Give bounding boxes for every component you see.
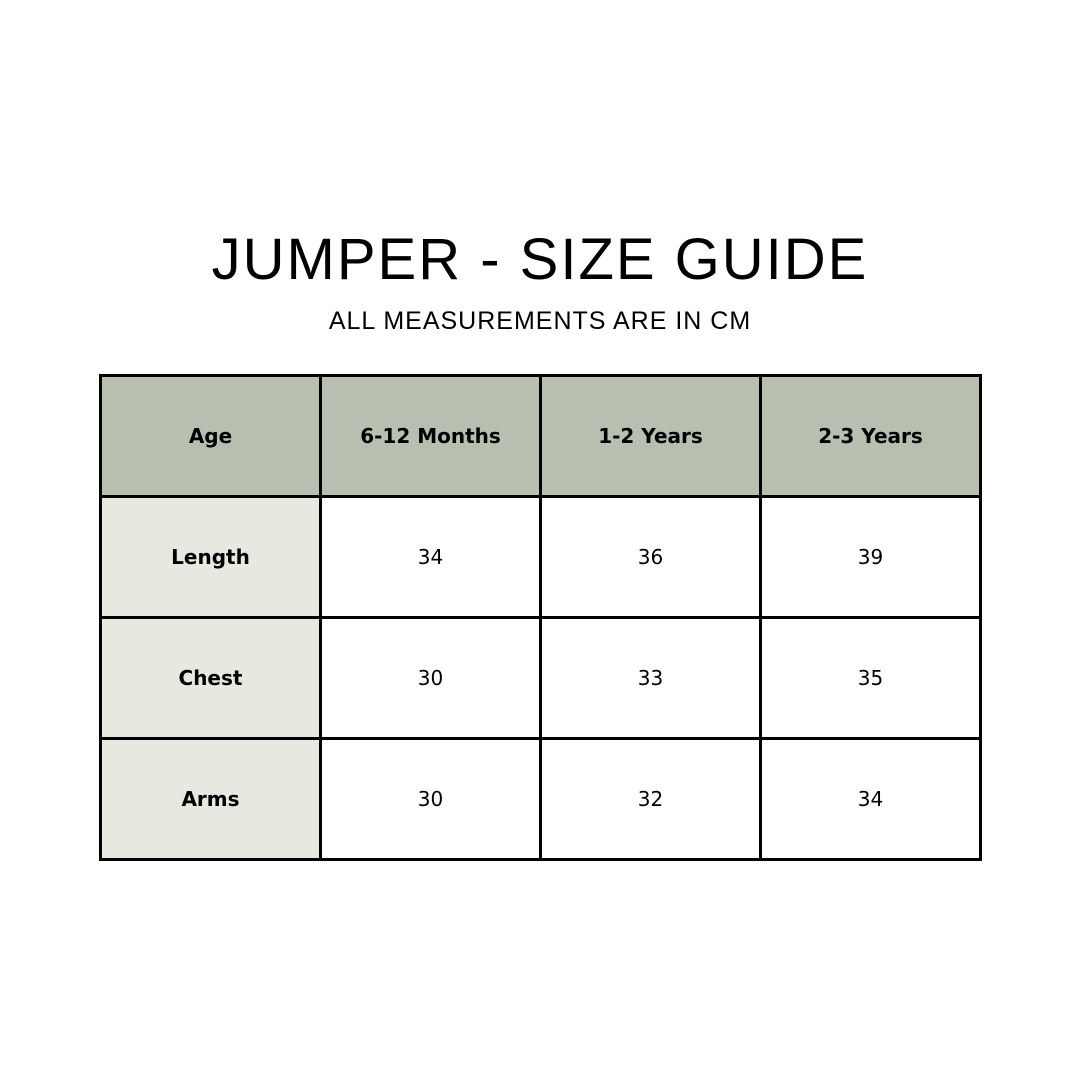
table-cell: 36	[539, 495, 762, 619]
page-title: JUMPER - SIZE GUIDE	[211, 227, 869, 292]
table-row: Chest 30 33 35	[99, 616, 982, 740]
header-cell-age: Age	[99, 374, 322, 498]
table-cell: 34	[319, 495, 542, 619]
header-cell-6-12-months: 6-12 Months	[319, 374, 542, 498]
row-label-arms: Arms	[99, 737, 322, 861]
table-cell: 30	[319, 737, 542, 861]
size-guide-table: Age 6-12 Months 1-2 Years 2-3 Years Leng…	[99, 374, 982, 861]
row-label-chest: Chest	[99, 616, 322, 740]
table-cell: 39	[759, 495, 982, 619]
table-cell: 30	[319, 616, 542, 740]
table-cell: 34	[759, 737, 982, 861]
header-cell-1-2-years: 1-2 Years	[539, 374, 762, 498]
table-cell: 32	[539, 737, 762, 861]
table-header-row: Age 6-12 Months 1-2 Years 2-3 Years	[99, 374, 982, 498]
table-cell: 35	[759, 616, 982, 740]
table-row: Arms 30 32 34	[99, 737, 982, 861]
row-label-length: Length	[99, 495, 322, 619]
page-subtitle: ALL MEASUREMENTS ARE IN CM	[328, 307, 752, 335]
table-cell: 33	[539, 616, 762, 740]
table-row: Length 34 36 39	[99, 495, 982, 619]
header-cell-2-3-years: 2-3 Years	[759, 374, 982, 498]
